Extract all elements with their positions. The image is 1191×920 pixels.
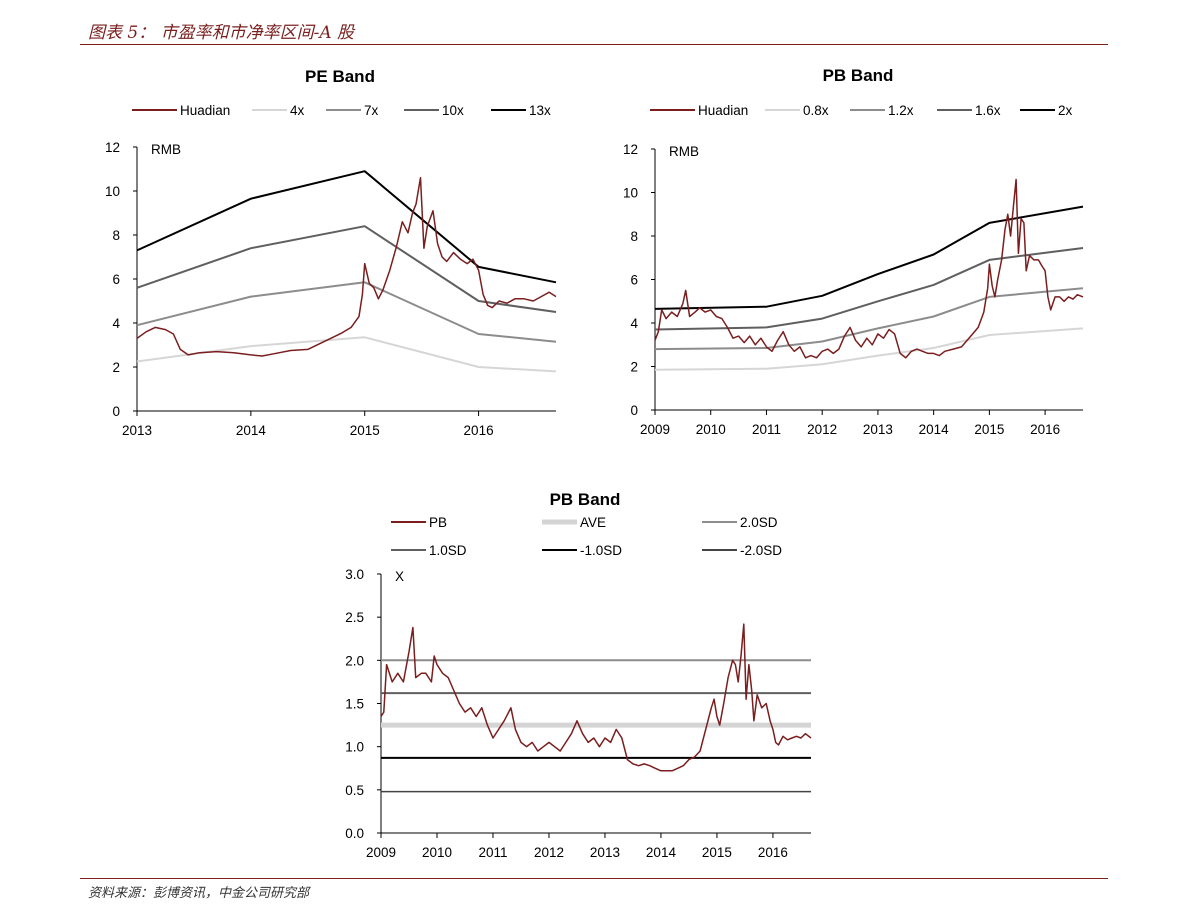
y-tick-label: 12: [623, 142, 638, 157]
figure-title: 图表 5： 市盈率和市净率区间-A 股: [88, 23, 355, 43]
chart-title: PB Band: [823, 66, 894, 85]
legend-label: 4x: [290, 103, 305, 118]
x-tick-label: 2013: [122, 423, 152, 438]
series-line-0-8x: [654, 327, 1084, 371]
y-tick-label: 1.5: [345, 697, 364, 712]
legend-label: Huadian: [180, 103, 230, 118]
y-tick-label: 2.0: [345, 653, 364, 668]
x-tick-label: 2013: [590, 845, 620, 860]
series-line-pb: [380, 623, 812, 772]
y-tick-label: 0: [112, 404, 120, 419]
legend-label: -1.0SD: [580, 543, 622, 558]
legend-label: 2.0SD: [740, 515, 778, 530]
x-tick-label: 2012: [807, 422, 837, 437]
legend-label: Huadian: [698, 103, 748, 118]
y-tick-label: 4: [630, 316, 638, 331]
x-tick-label: 2009: [640, 422, 670, 437]
series-line-1-6x: [654, 247, 1084, 331]
x-tick-label: 2014: [646, 845, 677, 860]
y-tick-label: 6: [630, 273, 638, 288]
x-tick-label: 2014: [236, 423, 267, 438]
x-tick-label: 2009: [366, 845, 396, 860]
x-tick-label: 2015: [974, 422, 1004, 437]
legend-label: 1.6x: [975, 103, 1001, 118]
y-tick-label: 6: [112, 272, 120, 287]
x-tick-label: 2015: [350, 423, 380, 438]
x-tick-label: 2015: [702, 845, 732, 860]
y-axis-label: X: [395, 569, 404, 584]
legend-label: AVE: [580, 515, 606, 530]
legend-label: -2.0SD: [740, 543, 782, 558]
y-tick-label: 10: [105, 184, 120, 199]
title-rule: [80, 44, 1108, 45]
chart-title: PE Band: [305, 67, 375, 86]
y-tick-label: 4: [112, 316, 120, 331]
y-tick-label: 8: [630, 229, 638, 244]
source-note: 资料来源：彭博资讯，中金公司研究部: [88, 886, 310, 901]
series-line-10x: [136, 225, 557, 313]
y-tick-label: 0: [630, 403, 638, 418]
series-line-4x: [136, 336, 557, 373]
legend-label: 1.0SD: [429, 543, 467, 558]
series-line-huadian: [654, 178, 1084, 359]
legend-label: 2x: [1058, 103, 1073, 118]
x-tick-label: 2016: [464, 423, 494, 438]
y-tick-label: 1.0: [345, 740, 364, 755]
y-axis-label: RMB: [151, 142, 181, 157]
y-tick-label: 10: [623, 186, 638, 201]
y-axis-label: RMB: [669, 144, 699, 159]
y-tick-label: 2: [630, 360, 638, 375]
legend-label: 0.8x: [803, 103, 829, 118]
chart-pe: PE Band Huadian 4x 7x 10x 13x 0 2 4 6 8 10 12 RMB 2013…: [105, 67, 557, 438]
x-tick-label: 2010: [422, 845, 452, 860]
legend-label: PB: [429, 515, 447, 530]
y-tick-label: 0.5: [345, 783, 364, 798]
x-tick-label: 2013: [863, 422, 893, 437]
x-tick-label: 2016: [758, 845, 788, 860]
x-tick-label: 2012: [534, 845, 564, 860]
x-tick-label: 2014: [919, 422, 950, 437]
chart-pbsd: PB Band PB AVE 2.0SD 1.0SD -1.0SD -2.0SD 0.0 0.5…: [345, 490, 812, 860]
chart-pb: PB Band Huadian 0.8x 1.2x 1.6x 2x 0 2 4 6 8 10 12 RMB…: [623, 66, 1084, 437]
y-tick-label: 2: [112, 360, 120, 375]
series-line-huadian: [136, 177, 557, 357]
y-tick-label: 0.0: [345, 826, 364, 841]
x-tick-label: 2016: [1030, 422, 1060, 437]
y-tick-label: 3.0: [345, 567, 364, 582]
legend-label: 13x: [529, 103, 551, 118]
series-line-7x: [136, 281, 557, 343]
x-tick-label: 2010: [696, 422, 726, 437]
y-tick-label: 2.5: [345, 610, 364, 625]
legend-label: 10x: [442, 103, 464, 118]
y-tick-label: 12: [105, 140, 120, 155]
chart-title: PB Band: [550, 490, 621, 509]
source-rule: [80, 878, 1108, 879]
series-line-1-2x: [654, 287, 1084, 351]
y-tick-label: 8: [112, 228, 120, 243]
x-tick-label: 2011: [752, 422, 781, 437]
x-tick-label: 2011: [478, 845, 507, 860]
legend-label: 7x: [364, 103, 379, 118]
legend-label: 1.2x: [888, 103, 914, 118]
series-line-2x: [654, 205, 1084, 310]
series-line-13x: [136, 170, 557, 284]
